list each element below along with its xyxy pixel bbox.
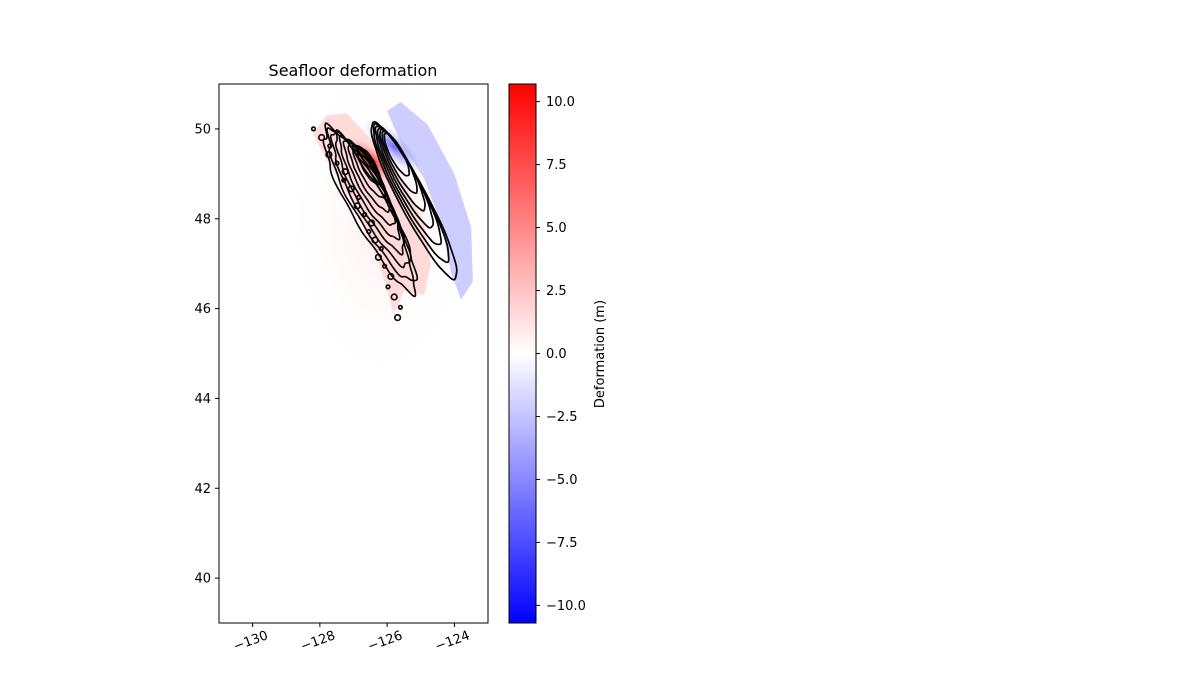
contour-small — [334, 160, 340, 166]
colorbar — [508, 83, 537, 624]
colorbar-tick-label: −5.0 — [546, 473, 578, 488]
colorbar-tick-label: 10.0 — [546, 95, 575, 110]
contour-small — [378, 246, 384, 252]
contour-small — [341, 177, 347, 183]
x-axis: −130 −128 −126 −124 — [231, 623, 472, 655]
contour-small — [371, 236, 379, 244]
colorbar-tick-label: −10.0 — [546, 599, 586, 614]
y-tick-label: 46 — [194, 302, 211, 317]
y-tick-label: 44 — [194, 392, 211, 407]
colorbar-tick-label: 2.5 — [546, 284, 567, 299]
contour-subsidence — [383, 132, 411, 177]
contour-small — [353, 202, 361, 210]
x-tick-label: −130 — [231, 628, 270, 654]
colorbar-tick-label: 0.0 — [546, 347, 567, 362]
contour-uplift — [356, 146, 382, 186]
contour-uplift — [351, 143, 387, 199]
plot-area — [219, 84, 488, 623]
deformation-field — [285, 84, 476, 389]
contour-small — [356, 194, 362, 200]
contour-subsidence — [381, 130, 418, 195]
contour-small — [368, 219, 376, 227]
contour-small — [374, 253, 383, 261]
colorbar-tick-label: 7.5 — [546, 158, 567, 173]
contour-small — [390, 293, 398, 301]
plot-frame — [218, 83, 489, 624]
colorbar-label: Deformation (m) — [593, 300, 608, 408]
contour-lines — [310, 120, 458, 322]
contour-small — [325, 151, 333, 159]
contour-small — [362, 211, 368, 218]
y-tick-label: 40 — [194, 572, 211, 587]
contour-subsidence — [374, 125, 443, 246]
y-tick-label: 42 — [194, 482, 211, 497]
colorbar-axis: 10.0 7.5 5.0 2.5 0.0 −2.5 −5.0 −7.5 −10.0 — [536, 95, 586, 614]
contour-subsidence — [370, 120, 458, 281]
contour-small — [387, 272, 395, 281]
contour-small — [327, 143, 333, 149]
x-tick-label: −128 — [299, 628, 338, 654]
contour-small — [366, 229, 372, 235]
contour-small — [310, 126, 317, 132]
contour-small — [341, 168, 349, 176]
colorbar-tick-label: −2.5 — [546, 410, 578, 425]
contour-subsidence — [376, 126, 435, 229]
contour-subsidence — [379, 128, 426, 212]
y-axis: 40 42 44 46 48 50 — [194, 122, 219, 587]
x-tick-label: −126 — [366, 628, 405, 654]
x-tick-label: −124 — [433, 628, 472, 654]
y-tick-label: 50 — [194, 122, 211, 137]
contour-small — [382, 263, 388, 269]
contour-small — [397, 304, 404, 310]
colorbar-tick-label: 5.0 — [546, 221, 567, 236]
contour-subsidence — [372, 122, 450, 264]
chart-title: Seafloor deformation — [269, 61, 438, 80]
y-tick-label: 48 — [194, 212, 211, 227]
contour-small — [318, 133, 326, 142]
colorbar-tick-label: −7.5 — [546, 536, 578, 551]
contour-small — [394, 314, 402, 322]
contour-small — [385, 284, 391, 290]
contour-small — [347, 185, 355, 193]
